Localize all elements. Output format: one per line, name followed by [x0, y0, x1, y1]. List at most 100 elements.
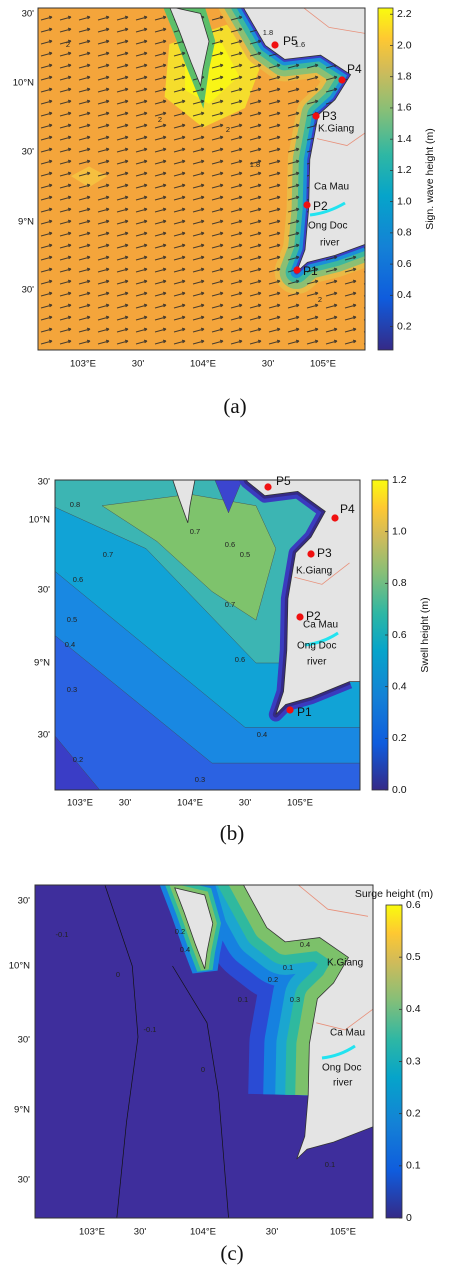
river-line	[321, 1044, 356, 1060]
province-border	[303, 8, 365, 34]
contour-label: 0.2	[175, 927, 185, 936]
contour-label: 0.1	[283, 963, 293, 972]
station-label: P1	[303, 264, 318, 278]
colorbar-tick-label: 0.2	[397, 320, 412, 332]
contour-label: 0.3	[290, 995, 300, 1004]
station-label: P2	[313, 199, 328, 213]
station-label: P3	[317, 546, 332, 560]
province-border	[316, 1008, 373, 1031]
contour-label: 0.7	[190, 527, 200, 536]
x-tick-label: 103°E	[79, 1227, 105, 1238]
contour-label: 1.6	[295, 40, 305, 49]
province-border	[273, 434, 345, 470]
contour-label: 0.4	[65, 640, 75, 649]
island	[174, 887, 214, 969]
place-label: river	[320, 238, 340, 249]
colorbar-tick-label: 0	[406, 1212, 412, 1224]
y-tick-label: 30'	[18, 896, 31, 907]
y-tick-label: 30'	[22, 9, 35, 20]
x-tick-label: 103°E	[70, 359, 96, 370]
panel-caption: (c)	[220, 1241, 243, 1265]
contour-label: 2	[318, 295, 322, 304]
contour-fill	[101, 494, 277, 621]
province-border	[316, 132, 365, 146]
x-tick-label: 104°E	[190, 1227, 216, 1238]
station-point	[271, 41, 279, 49]
contour-label: 0.7	[103, 550, 113, 559]
contour-fill	[55, 735, 101, 790]
x-tick-label: 30'	[239, 798, 252, 809]
colorbar-tick-label: 0.4	[397, 289, 412, 301]
station-point	[303, 201, 311, 209]
contour-label: 0.4	[300, 940, 310, 949]
colorbar-tick-label: 2.0	[397, 39, 412, 51]
map-frame	[54, 479, 361, 791]
panel-caption: (a)	[223, 394, 246, 418]
y-tick-label: 30'	[38, 477, 51, 488]
contour-label: -0.1	[56, 930, 69, 939]
land	[246, 480, 360, 715]
land	[243, 8, 365, 273]
station-label: P5	[276, 474, 291, 488]
colorbar-tick-label: 0.8	[392, 577, 407, 589]
map-frame	[37, 7, 366, 351]
station-point	[264, 483, 272, 491]
river-line	[304, 631, 339, 647]
place-label: K.Giang	[296, 566, 332, 577]
x-tick-label: 104°E	[177, 798, 203, 809]
place-label: Ong Doc	[297, 641, 336, 652]
station-label: P1	[297, 705, 312, 719]
place-label: Ca Mau	[303, 620, 338, 631]
place-label: K.Giang	[318, 124, 354, 135]
y-tick-label: 30'	[38, 730, 51, 741]
contour-label: 0.6	[235, 655, 245, 664]
station-point	[338, 76, 346, 84]
colorbar-tick-label: 1.8	[397, 70, 412, 82]
colorbar-label: Sign. wave height (m)	[424, 128, 436, 230]
contour-label: 2	[226, 125, 230, 134]
colorbar-label: Swell height (m)	[419, 597, 431, 672]
colorbar-tick-label: 0.6	[406, 899, 421, 911]
colorbar-label: Surge height (m)	[355, 888, 433, 900]
station-label: P4	[340, 502, 355, 516]
colorbar-tick-label: 1.2	[392, 474, 407, 486]
colorbar-tick-label: 0.5	[406, 951, 421, 963]
station-label: P4	[347, 62, 362, 76]
colorbar-tick-label: 1.2	[397, 164, 412, 176]
contour-label: 0	[201, 1065, 205, 1074]
y-tick-label: 9°N	[34, 658, 50, 669]
colorbar-tick-label: 0.6	[397, 258, 412, 270]
contour-label: 0.6	[225, 540, 235, 549]
map-panel: 2 2 2 1.8 1.6 2 1.8	[38, 8, 365, 350]
y-tick-label: 30'	[38, 585, 51, 596]
colorbar-tick-label: 0.6	[392, 629, 407, 641]
colorbar-tick-label: 0.1	[406, 1160, 421, 1172]
contour-label: 0	[116, 970, 120, 979]
place-label: river	[307, 657, 327, 668]
contour-label: 2	[158, 115, 162, 124]
x-tick-label: 30'	[119, 798, 132, 809]
x-tick-label: 105°E	[287, 798, 313, 809]
contour-label: -0.1	[144, 1025, 157, 1034]
station-point	[286, 706, 294, 714]
contour-label: 0.8	[70, 500, 80, 509]
contour-label: 0.7	[225, 600, 235, 609]
contour-line	[104, 885, 139, 1218]
x-tick-label: 104°E	[190, 359, 216, 370]
contour-label: 1.8	[263, 28, 273, 37]
station-point	[296, 613, 304, 621]
contour-label: 0.6	[73, 575, 83, 584]
station-label: P2	[306, 609, 321, 623]
contour-label: 0.5	[67, 615, 77, 624]
place-label: Ca Mau	[330, 1028, 365, 1039]
y-tick-label: 9°N	[14, 1105, 30, 1116]
map-panel: 0.2 0.4 -0.1 0 -0.1 0 0.1 0.2 0.3 0.4 0.1 0.1	[35, 885, 373, 1218]
contour-label: 0.3	[195, 775, 205, 784]
panel-caption: (b)	[220, 821, 245, 845]
station-point	[307, 550, 315, 558]
contour-label: 0.2	[73, 755, 83, 764]
contour-fill	[214, 480, 243, 514]
contour-label: 0.1	[238, 995, 248, 1004]
contour-line	[172, 965, 229, 1218]
